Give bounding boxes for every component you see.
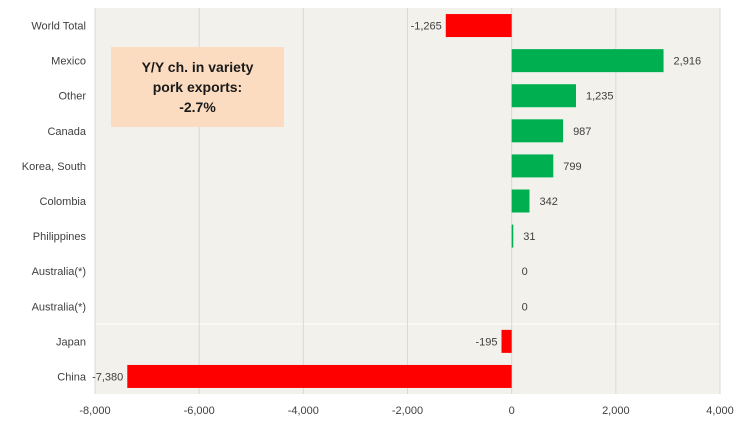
bar <box>511 154 554 178</box>
category-label: Korea, South <box>22 161 86 173</box>
bar <box>511 224 514 248</box>
category-label: China <box>57 371 87 383</box>
data-label: 342 <box>539 196 557 208</box>
bars <box>127 14 664 388</box>
data-label: 2,916 <box>674 56 702 68</box>
category-label: Japan <box>56 336 86 348</box>
category-label: World Total <box>31 21 86 33</box>
data-label: 987 <box>573 126 591 138</box>
x-tick-label: 2,000 <box>602 405 630 417</box>
category-label: Australia(*) <box>32 266 86 278</box>
data-label: -195 <box>475 336 497 348</box>
category-label: Canada <box>47 126 86 138</box>
x-tick-label: -8,000 <box>79 405 110 417</box>
bar <box>501 329 512 353</box>
bar <box>511 119 564 143</box>
x-tick-label: 4,000 <box>706 405 734 417</box>
bar <box>511 84 576 108</box>
category-labels: World Total Mexico Other Canada Korea, South… <box>22 21 87 384</box>
bar <box>511 189 530 213</box>
x-tick-label: -4,000 <box>288 405 319 417</box>
x-tick-label: -6,000 <box>184 405 215 417</box>
x-axis-tick-labels: -8,000 -6,000 -4,000 -2,000 0 2,000 4,000 <box>79 405 733 417</box>
category-label: Philippines <box>33 231 87 243</box>
data-label: 1,235 <box>586 91 614 103</box>
data-label: 0 <box>522 266 528 278</box>
category-label: Australia(*) <box>32 301 86 313</box>
data-labels: -1,265 2,916 1,235 987 799 342 31 0 0 -195 -7,380 <box>92 21 701 384</box>
x-tick-label: 0 <box>509 405 515 417</box>
bar <box>511 49 664 73</box>
bar <box>445 14 512 38</box>
data-label: 0 <box>522 301 528 313</box>
annotation-box: Y/Y ch. in variety pork exports: -2.7% <box>111 47 284 127</box>
data-label: -7,380 <box>92 371 123 383</box>
x-tick-label: -2,000 <box>392 405 423 417</box>
data-label: -1,265 <box>411 21 442 33</box>
category-label: Colombia <box>40 196 87 208</box>
annotation-line-1: Y/Y ch. in variety <box>141 59 254 75</box>
bar <box>127 364 512 388</box>
annotation-line-3: -2.7% <box>179 99 216 115</box>
annotation-line-2: pork exports: <box>152 79 243 95</box>
category-label: Other <box>58 91 86 103</box>
category-label: Mexico <box>51 56 86 68</box>
data-label: 799 <box>563 161 581 173</box>
data-label: 31 <box>523 231 535 243</box>
